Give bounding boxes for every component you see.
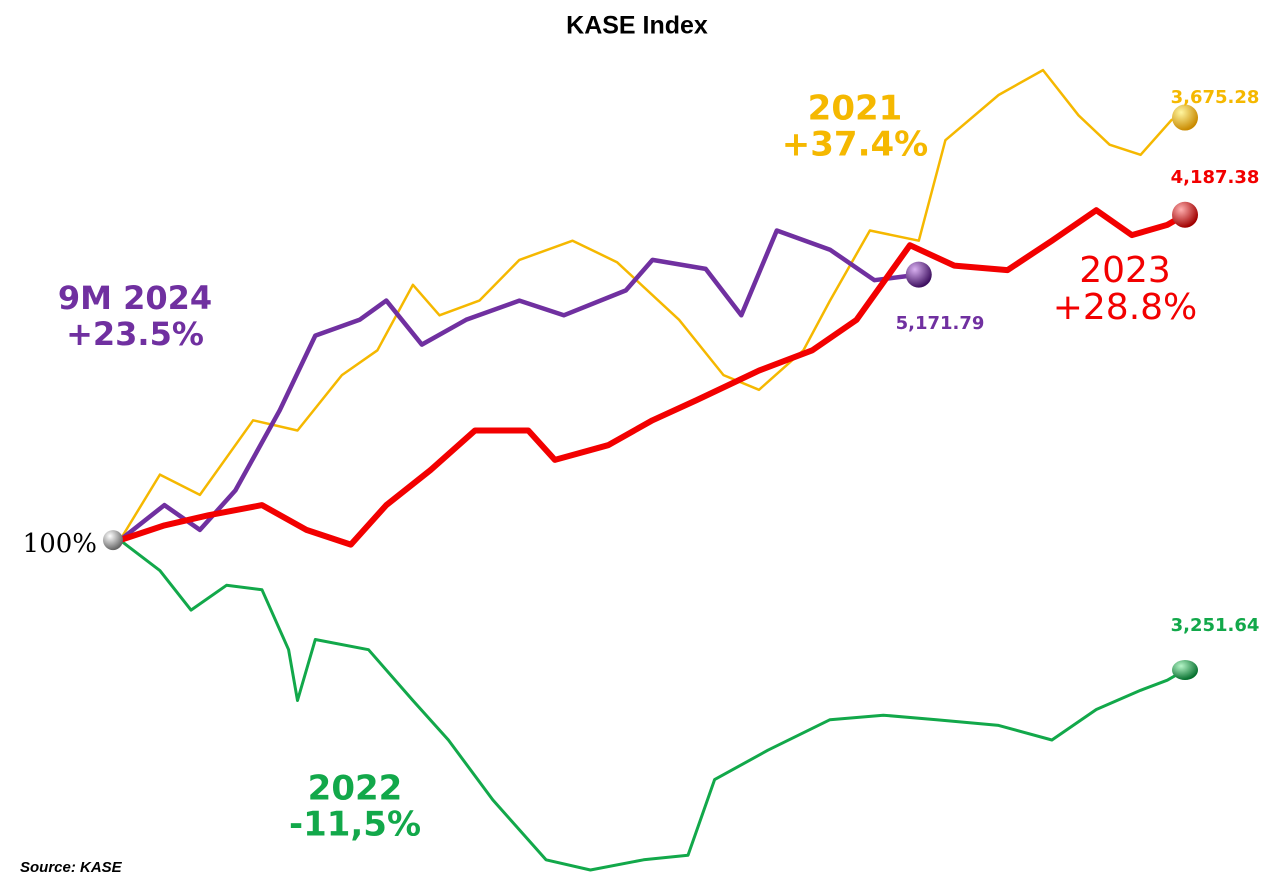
series-change: +37.4%: [782, 125, 928, 165]
series-name: 2023: [1079, 250, 1171, 291]
end-marker: [1172, 104, 1198, 131]
end-marker: [1172, 201, 1198, 228]
end-marker: [1172, 660, 1198, 680]
series-change: +28.8%: [1053, 287, 1198, 328]
series-line: [119, 538, 1186, 872]
start-marker: [103, 530, 123, 551]
series-line: [119, 207, 1187, 548]
series-name: 2021: [808, 89, 903, 129]
end-value-label: 4,187.38: [1171, 167, 1260, 188]
series-name: 2022: [308, 769, 403, 809]
end-value-label: 5,171.79: [896, 313, 985, 334]
series-change: -11,5%: [289, 805, 421, 845]
source-note: Source: KASE: [20, 859, 123, 876]
series-change: +23.5%: [66, 315, 204, 353]
chart-title: KASE Index: [566, 12, 708, 40]
series-line: [118, 228, 920, 542]
start-label: 100%: [23, 529, 97, 559]
series-name: 9M 2024: [58, 279, 212, 317]
end-value-label: 3,251.64: [1171, 615, 1260, 636]
series-line: [118, 68, 1186, 541]
end-marker: [905, 261, 932, 288]
end-value-label: 3,675.28: [1171, 87, 1260, 108]
